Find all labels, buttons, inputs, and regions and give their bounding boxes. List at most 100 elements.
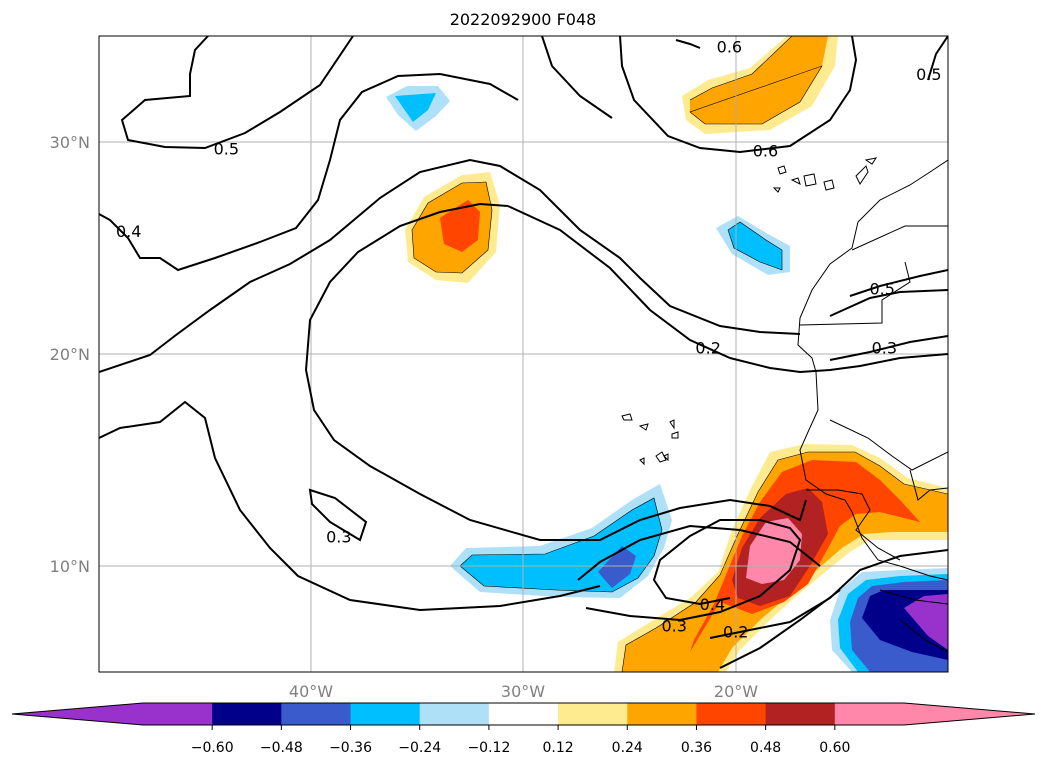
- coast-africa: [797, 159, 948, 581]
- border-interior: [909, 469, 948, 501]
- coastlines: [621, 157, 948, 653]
- contour-0.6-top: [675, 39, 701, 49]
- capeverde-7: [663, 453, 669, 462]
- contour-label: 0.3: [872, 339, 897, 358]
- colorbar: −0.60 −0.48 −0.36 −0.24 −0.12 0.12 0.24 0.36 0.4…: [11, 702, 1036, 756]
- colorbar-extend-under: [12, 703, 143, 725]
- contour-label: 0.5: [869, 279, 894, 298]
- contour-label: 0.6: [717, 38, 742, 57]
- outline-orange-center: [411, 181, 493, 274]
- colorbar-tick-label: −0.60: [191, 740, 234, 756]
- x-tick-label: 20°W: [714, 682, 758, 701]
- contour-label: 0.2: [723, 623, 748, 642]
- colorbar-ticks: [211, 725, 836, 730]
- capeverde-2: [638, 423, 649, 431]
- colorbar-labels: −0.60 −0.48 −0.36 −0.24 −0.12 0.12 0.24 0.36 0.4…: [191, 740, 851, 756]
- canary-4: [823, 179, 835, 191]
- contour-label: 0.5: [214, 139, 239, 158]
- colorbar-box: [765, 703, 836, 725]
- colorbar-extend-over: [904, 703, 1035, 725]
- colorbar-box: [696, 703, 767, 725]
- capeverde-5: [639, 457, 645, 466]
- colorbar-tick-label: −0.24: [398, 740, 441, 756]
- contour-label: 0.4: [116, 222, 141, 241]
- region-outlines: [411, 36, 948, 672]
- contour-0.5-ne: [927, 36, 948, 81]
- canary-6: [864, 157, 878, 165]
- contour-0.6-north: [619, 36, 858, 154]
- contour-label: 0.3: [661, 616, 686, 635]
- purple-core-southeast: [904, 594, 948, 650]
- outline-blue-south: [459, 497, 663, 593]
- red-core-center: [440, 200, 480, 252]
- contour-outer-west: [99, 158, 801, 373]
- border-sierra: [879, 589, 948, 605]
- gridlines: [99, 36, 948, 672]
- contour-label: 0.5: [916, 65, 941, 84]
- colorbar-box: [212, 703, 282, 725]
- chart-title: 2022092900 F048: [450, 10, 597, 29]
- canary-3: [803, 173, 817, 187]
- colorbar-box: [558, 703, 628, 725]
- contour-label: 0.4: [700, 595, 725, 614]
- x-tick-label: 30°W: [501, 682, 545, 701]
- contour-0.4-west: [99, 72, 519, 272]
- capeverde-1: [621, 413, 633, 421]
- contour-label: 0.3: [326, 527, 351, 546]
- plot-frame: [98, 35, 949, 673]
- outline-orange-southeast: [621, 451, 948, 672]
- y-tick-label: 20°N: [50, 345, 90, 364]
- contour-0.5-topright: [541, 36, 613, 119]
- filled-regions: [386, 36, 948, 672]
- x-tick-labels: 40°W 30°W 20°W: [289, 682, 758, 701]
- contour-label: 0.6: [753, 141, 778, 160]
- canary-5: [855, 165, 869, 185]
- capeverde-6: [655, 451, 667, 463]
- border-mauritania: [799, 261, 911, 326]
- contour-south-edge: [719, 589, 841, 669]
- border-liberia: [899, 619, 948, 653]
- contour-labels: 0.5 0.4 0.6 0.6 0.5 0.2 0.5 0.3 0.3 0.4 0.3 0.2: [116, 38, 942, 642]
- colorbar-tick-label: 0.48: [750, 740, 781, 756]
- outline-blue-east: [727, 221, 783, 271]
- colorbar-box: [419, 703, 490, 725]
- colorbar-tick-label: 0.12: [543, 740, 574, 756]
- colorbar-box: [834, 703, 905, 725]
- colorbar-box: [488, 703, 559, 725]
- contour-0.3-east: [829, 335, 948, 361]
- plot-area: 0.5 0.4 0.6 0.6 0.5 0.2 0.5 0.3 0.3 0.4 0.3 0.2: [99, 36, 948, 672]
- colorbar-tick-label: −0.36: [329, 740, 372, 756]
- contour-0.4-loop: [577, 524, 821, 581]
- colorbar-box: [627, 703, 697, 725]
- y-tick-labels: 10°N 20°N 30°N: [50, 133, 90, 576]
- colorbar-tick-label: −0.12: [467, 740, 510, 756]
- canary-2: [790, 177, 801, 185]
- capeverde-3: [669, 419, 675, 430]
- contour-0.3-inner: [585, 519, 802, 622]
- colorbar-box: [350, 703, 421, 725]
- contour-0.2-loop: [304, 202, 807, 541]
- border-west-africa: [829, 419, 948, 471]
- contour-0.5-northwest: [120, 36, 354, 150]
- border-guinea: [806, 489, 901, 561]
- contour-lines: [99, 36, 948, 669]
- madeira: [772, 187, 781, 193]
- contour-0.3-small: [308, 488, 368, 542]
- contour-0.3-south: [99, 400, 601, 612]
- y-tick-label: 30°N: [50, 133, 90, 152]
- contour-0.5-east: [849, 269, 948, 297]
- contour-label: 0.2: [695, 339, 720, 358]
- colorbar-box: [143, 703, 213, 725]
- coast-morocco-border: [851, 225, 948, 251]
- contour-0.2-north: [507, 205, 948, 374]
- colorbar-tick-label: 0.36: [681, 740, 712, 756]
- y-tick-label: 10°N: [50, 557, 90, 576]
- orange-core-north: [690, 36, 828, 124]
- colorbar-box: [281, 703, 352, 725]
- contour-0.3-north-east: [829, 289, 948, 317]
- colorbar-tick-label: −0.48: [260, 740, 303, 756]
- capeverde-4: [671, 431, 679, 439]
- colorbar-outline: [11, 702, 1036, 726]
- x-tick-label: 40°W: [289, 682, 333, 701]
